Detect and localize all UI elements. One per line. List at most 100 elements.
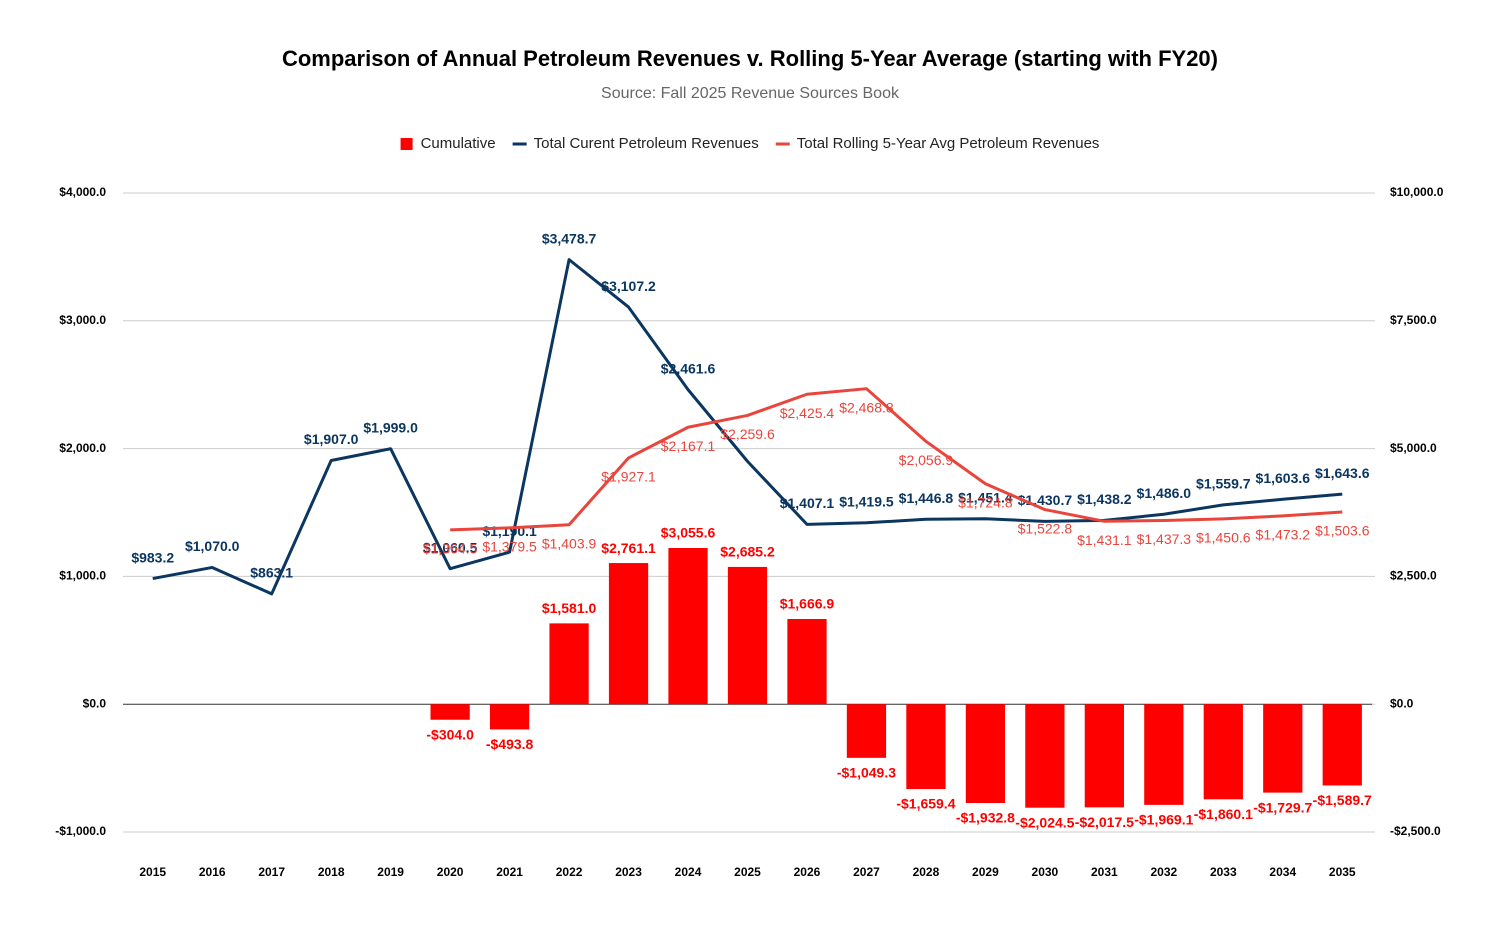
bar bbox=[1025, 704, 1065, 808]
bar bbox=[1263, 704, 1303, 793]
x-tick-label: 2015 bbox=[139, 865, 166, 879]
legend-swatch bbox=[400, 138, 413, 150]
line-value-label: $3,478.7 bbox=[542, 230, 597, 246]
bar-value-label: -$304.0 bbox=[426, 726, 474, 742]
line-value-label: $1,522.8 bbox=[1018, 520, 1073, 536]
line-value-label: $2,468.8 bbox=[839, 399, 894, 415]
line-value-label: $2,259.6 bbox=[720, 426, 775, 442]
line-value-label: $1,403.9 bbox=[542, 535, 597, 551]
x-tick-label: 2034 bbox=[1269, 865, 1296, 879]
line-value-label: $983.2 bbox=[131, 549, 174, 565]
line-value-label: $2,167.1 bbox=[661, 438, 716, 454]
line-value-label: $2,425.4 bbox=[780, 405, 835, 421]
bar bbox=[787, 618, 827, 705]
x-tick-label: 2020 bbox=[437, 865, 464, 879]
x-tick-label: 2023 bbox=[615, 865, 642, 879]
line-value-label: $1,438.2 bbox=[1077, 491, 1132, 507]
y-tick-label: $1,000.0 bbox=[59, 569, 106, 583]
line-value-label: $2,461.6 bbox=[661, 360, 716, 376]
bar bbox=[846, 704, 887, 758]
line-value-label: $1,437.3 bbox=[1137, 531, 1192, 547]
bar-value-label: $3,055.6 bbox=[661, 525, 716, 541]
y2-tick-label: -$2,500.0 bbox=[1390, 824, 1441, 838]
chart-subtitle: Source: Fall 2025 Revenue Sources Book bbox=[601, 85, 900, 102]
line-value-label: $1,446.8 bbox=[899, 490, 954, 506]
x-tick-label: 2018 bbox=[318, 865, 345, 879]
bar bbox=[727, 566, 768, 705]
bar-value-label: -$1,049.3 bbox=[837, 765, 896, 781]
x-tick-label: 2024 bbox=[675, 865, 702, 879]
line-value-label: $1,603.6 bbox=[1256, 470, 1311, 486]
bar-value-label: -$2,017.5 bbox=[1075, 814, 1134, 830]
bar-value-label: -$1,659.4 bbox=[896, 796, 955, 812]
line-value-label: $1,927.1 bbox=[601, 469, 656, 485]
y2-tick-label: $10,000.0 bbox=[1390, 185, 1444, 199]
bar-value-label: $1,581.0 bbox=[542, 600, 597, 616]
x-tick-label: 2026 bbox=[794, 865, 821, 879]
y2-tick-label: $0.0 bbox=[1390, 696, 1414, 710]
bar-value-label: $2,685.2 bbox=[720, 544, 775, 560]
bar bbox=[1203, 704, 1243, 800]
bar bbox=[1084, 704, 1124, 808]
x-tick-label: 2025 bbox=[734, 865, 761, 879]
bar bbox=[549, 623, 589, 705]
line-value-label: $863.1 bbox=[250, 565, 293, 581]
x-tick-label: 2019 bbox=[377, 865, 404, 879]
x-tick-label: 2031 bbox=[1091, 865, 1118, 879]
bar bbox=[430, 704, 470, 720]
bar-value-label: -$1,729.7 bbox=[1253, 799, 1312, 815]
bar bbox=[1144, 704, 1184, 805]
line-value-label: $1,907.0 bbox=[304, 431, 359, 447]
line-value-label: $1,407.1 bbox=[780, 495, 835, 511]
x-tick-label: 2028 bbox=[913, 865, 940, 879]
y-tick-label: $4,000.0 bbox=[59, 185, 106, 199]
x-tick-label: 2016 bbox=[199, 865, 226, 879]
line-value-label: $1,503.6 bbox=[1315, 523, 1370, 539]
line-value-label: $1,364.5 bbox=[423, 541, 478, 557]
line-series bbox=[450, 387, 1343, 532]
line-value-label: $1,724.8 bbox=[958, 494, 1013, 510]
legend-label: Total Rolling 5-Year Avg Petroleum Reven… bbox=[797, 135, 1100, 152]
y-tick-label: -$1,000.0 bbox=[55, 824, 106, 838]
line-value-label: $1,999.0 bbox=[363, 419, 418, 435]
line-value-label: $1,419.5 bbox=[839, 493, 894, 509]
line-value-label: $1,643.6 bbox=[1315, 465, 1370, 481]
y-tick-label: $2,000.0 bbox=[59, 441, 106, 455]
line-value-label: $1,190.1 bbox=[482, 523, 537, 539]
line-series bbox=[152, 258, 1343, 596]
line-value-label: $1,379.5 bbox=[482, 539, 537, 555]
bar-value-label: -$1,589.7 bbox=[1313, 792, 1372, 808]
bar-value-label: $1,666.9 bbox=[780, 596, 835, 612]
x-tick-label: 2027 bbox=[853, 865, 880, 879]
legend-label: Cumulative bbox=[421, 135, 496, 152]
x-tick-label: 2022 bbox=[556, 865, 583, 879]
y2-tick-label: $2,500.0 bbox=[1390, 569, 1437, 583]
bar bbox=[489, 704, 530, 730]
line-value-label: $1,450.6 bbox=[1196, 530, 1251, 546]
x-tick-label: 2021 bbox=[496, 865, 523, 879]
bar-value-label: -$1,969.1 bbox=[1134, 812, 1193, 828]
x-tick-label: 2030 bbox=[1032, 865, 1059, 879]
x-tick-label: 2035 bbox=[1329, 865, 1356, 879]
y2-tick-label: $7,500.0 bbox=[1390, 313, 1437, 327]
line-value-label: $1,070.0 bbox=[185, 538, 240, 554]
line-value-label: $1,431.1 bbox=[1077, 532, 1132, 548]
bar-value-label: -$493.8 bbox=[486, 736, 534, 752]
line-value-label: $1,060.5 bbox=[423, 539, 478, 555]
chart-title: Comparison of Annual Petroleum Revenues … bbox=[282, 46, 1218, 71]
bar bbox=[1322, 704, 1362, 786]
bar bbox=[608, 563, 649, 705]
x-tick-label: 2032 bbox=[1150, 865, 1177, 879]
bar bbox=[906, 704, 946, 790]
bar bbox=[668, 547, 708, 705]
line-value-label: $1,451.4 bbox=[958, 489, 1013, 505]
bar-value-label: -$2,024.5 bbox=[1015, 814, 1074, 830]
line-value-label: $1,473.2 bbox=[1256, 527, 1311, 543]
legend-label: Total Curent Petroleum Revenues bbox=[534, 135, 759, 152]
x-tick-label: 2029 bbox=[972, 865, 999, 879]
line-value-label: $1,559.7 bbox=[1196, 476, 1251, 492]
line-value-label: $3,107.2 bbox=[601, 278, 656, 294]
y-tick-label: $0.0 bbox=[83, 696, 107, 710]
line-value-label: $1,486.0 bbox=[1137, 485, 1192, 501]
